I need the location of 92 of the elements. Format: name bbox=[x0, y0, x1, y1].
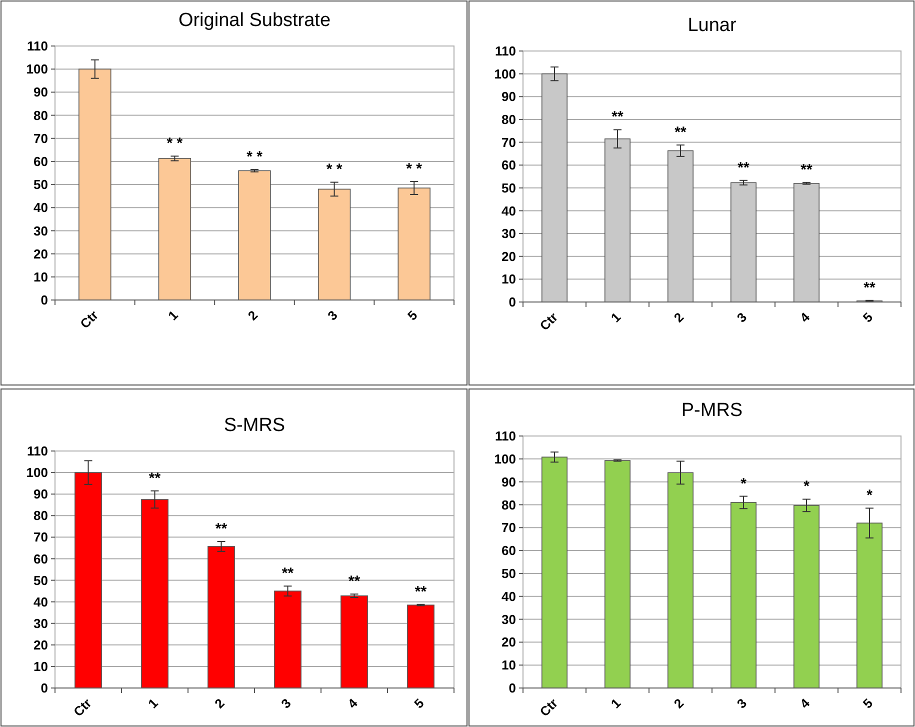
y-tick-label: 20 bbox=[502, 634, 516, 650]
x-tick-label: 5 bbox=[860, 696, 876, 712]
y-tick-label: 10 bbox=[34, 659, 48, 674]
x-tick-label: 4 bbox=[344, 694, 361, 712]
y-tick-label: 70 bbox=[502, 520, 516, 536]
y-tick-label: 10 bbox=[502, 658, 516, 673]
y-tick-label: 100 bbox=[26, 465, 48, 480]
annotation: * bbox=[804, 478, 810, 496]
chart-title: S-MRS bbox=[224, 415, 286, 436]
x-tick-label: 2 bbox=[212, 696, 228, 712]
x-tick-label: 4 bbox=[796, 308, 814, 326]
x-tick-label: 2 bbox=[244, 308, 261, 324]
chart-title: P-MRS bbox=[681, 400, 743, 421]
y-tick-label: 70 bbox=[502, 134, 516, 150]
y-tick-label: 60 bbox=[34, 154, 48, 170]
y-tick-label: 100 bbox=[26, 62, 48, 77]
x-tick-label: 1 bbox=[608, 310, 624, 326]
x-tick-label: Ctr bbox=[77, 308, 102, 332]
y-tick-label: 110 bbox=[495, 44, 516, 59]
x-tick-label: Ctr bbox=[70, 696, 94, 720]
y-tick-label: 50 bbox=[34, 177, 48, 192]
y-tick-label: 100 bbox=[494, 66, 516, 82]
y-tick-label: 60 bbox=[502, 543, 516, 558]
y-tick-label: 40 bbox=[34, 594, 48, 610]
y-tick-label: 100 bbox=[494, 451, 516, 466]
chart-title: Original Substrate bbox=[178, 10, 331, 31]
y-tick-label: 0 bbox=[508, 680, 516, 696]
y-tick-label: 40 bbox=[34, 200, 48, 216]
annotation: ** bbox=[800, 161, 812, 178]
annotation: * * bbox=[406, 160, 422, 178]
x-tick-label: 1 bbox=[145, 696, 161, 712]
y-tick-label: 10 bbox=[502, 272, 516, 287]
annotation: ** bbox=[674, 124, 686, 142]
y-tick-label: 90 bbox=[502, 474, 516, 490]
y-tick-label: 110 bbox=[27, 444, 48, 459]
annotation: * * bbox=[246, 148, 263, 166]
x-tick-label: 2 bbox=[670, 696, 687, 712]
annotation: ** bbox=[215, 520, 228, 538]
annotation: * bbox=[866, 487, 873, 504]
annotation: ** bbox=[282, 565, 294, 582]
y-tick-label: 30 bbox=[34, 616, 48, 631]
y-tick-label: 90 bbox=[34, 486, 48, 502]
y-tick-label: 110 bbox=[495, 428, 516, 444]
y-tick-label: 0 bbox=[40, 292, 48, 308]
y-tick-label: 50 bbox=[34, 572, 48, 588]
x-tick-label: Ctr bbox=[536, 310, 561, 334]
y-tick-label: 50 bbox=[502, 180, 516, 196]
y-tick-label: 40 bbox=[502, 203, 516, 218]
y-tick-label: 50 bbox=[502, 566, 516, 582]
y-tick-label: 20 bbox=[502, 248, 516, 264]
annotation: * bbox=[740, 475, 747, 492]
x-tick-label: 5 bbox=[411, 696, 427, 712]
x-tick-label: 3 bbox=[734, 310, 750, 326]
chart-title: Lunar bbox=[688, 15, 737, 36]
annotation: ** bbox=[414, 583, 427, 600]
y-tick-label: 110 bbox=[27, 38, 48, 54]
x-tick-label: 1 bbox=[608, 696, 624, 712]
annotation: ** bbox=[612, 108, 624, 126]
x-tick-label: 1 bbox=[165, 308, 181, 324]
x-tick-label: 3 bbox=[278, 696, 294, 712]
y-tick-label: 10 bbox=[34, 269, 48, 284]
y-tick-label: 0 bbox=[508, 294, 516, 310]
x-tick-label: 4 bbox=[796, 694, 814, 712]
y-tick-label: 40 bbox=[502, 588, 516, 604]
x-tick-label: 2 bbox=[670, 310, 687, 326]
y-tick-label: 20 bbox=[34, 246, 48, 262]
annotation: ** bbox=[738, 159, 750, 176]
y-tick-label: 20 bbox=[34, 637, 48, 652]
x-tick-label: 5 bbox=[860, 310, 876, 326]
annotation: ** bbox=[348, 573, 360, 590]
y-tick-label: 30 bbox=[34, 223, 48, 238]
y-tick-label: 90 bbox=[34, 84, 48, 100]
y-tick-label: 70 bbox=[34, 530, 48, 545]
x-tick-label: 5 bbox=[404, 308, 420, 324]
y-tick-label: 80 bbox=[34, 108, 48, 123]
x-tick-label: Ctr bbox=[536, 696, 561, 720]
y-tick-label: 30 bbox=[502, 226, 516, 242]
y-tick-label: 60 bbox=[34, 551, 48, 566]
y-tick-label: 90 bbox=[502, 89, 516, 104]
y-tick-label: 80 bbox=[502, 112, 516, 128]
annotation: ** bbox=[148, 470, 161, 487]
y-tick-label: 80 bbox=[502, 497, 516, 512]
y-tick-label: 30 bbox=[502, 612, 516, 627]
annotation: ** bbox=[864, 279, 876, 296]
y-tick-label: 70 bbox=[34, 130, 48, 146]
annotation: * * bbox=[326, 161, 342, 178]
annotation: * * bbox=[166, 135, 183, 152]
y-tick-label: 80 bbox=[34, 508, 48, 524]
x-tick-label: 3 bbox=[734, 696, 750, 712]
y-tick-label: 60 bbox=[502, 158, 516, 173]
y-tick-label: 0 bbox=[40, 680, 48, 696]
x-tick-label: 3 bbox=[324, 308, 340, 324]
